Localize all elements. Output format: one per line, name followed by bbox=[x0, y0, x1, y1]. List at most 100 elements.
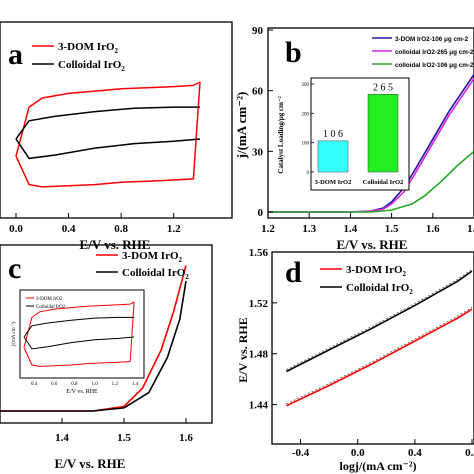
panel-b-inset-bars: 0 100 200 300 1 0 6 3-DOM IrO2 2 6 5 Colloidal … bbox=[302, 82, 404, 186]
panel-b-x-tick-label: 1.4 bbox=[344, 223, 358, 235]
panel-d-frame bbox=[271, 251, 474, 445]
panel-b-x-tick-label: 1.2 bbox=[261, 223, 275, 235]
panel-b-inset-y-tick-label: 0 bbox=[307, 171, 310, 176]
panel-c-inset-x-ticks: 0.4 0.6 0.8 1.0 1.2 1.4 bbox=[31, 382, 139, 387]
panel-b-inset-y-tick-label: 300 bbox=[302, 83, 310, 88]
panel-c: c 1.4 1.5 1.6 E/V vs. RHE 3-DOM IrO2 Collo… bbox=[0, 244, 213, 471]
panel-d-x-tick-label: 0.0 bbox=[351, 447, 365, 459]
panel-c-inset-series-0-upper-line bbox=[23, 301, 135, 348]
panel-c-x-axis-label: E/V vs. RHE bbox=[55, 456, 126, 471]
panel-c-inset-y-label: j/(mA cm⁻²) bbox=[11, 321, 17, 347]
panel-c-inset-legend-item-1: 3-DOM IrO2 bbox=[36, 297, 63, 302]
panel-b-inset-category-label: Colloidal IrO2 bbox=[363, 179, 404, 186]
panel-d-y-axis-label: E/V vs. RHE bbox=[236, 317, 250, 382]
panel-d-x-tick-label: 0.8 bbox=[465, 447, 474, 459]
panel-d-y-tick-label: 1.56 bbox=[249, 247, 269, 259]
panel-c-frame bbox=[0, 244, 213, 424]
panel-b-legend-item-1: 3-DOM IrO2-106 μg cm-2 bbox=[395, 36, 469, 43]
panel-d-y-tick-label: 1.52 bbox=[249, 298, 269, 310]
panel-a-frame bbox=[0, 21, 233, 219]
panel-c-inset-x-tick-label: 1.2 bbox=[112, 382, 119, 387]
panel-d-series-1-line bbox=[285, 270, 473, 373]
panel-b-x-tick-label: 1.6 bbox=[426, 223, 440, 235]
panel-b-ticks: 1.2 1.3 1.4 1.5 1.6 1.7 0 30 60 90 bbox=[252, 25, 474, 235]
panel-b-x-tick-label: 1.7 bbox=[467, 223, 474, 235]
panel-a-series-0-upper-line bbox=[15, 81, 201, 157]
panel-d-x-tick-label: 0.4 bbox=[408, 447, 422, 459]
panel-d-legend-item-3dom: 3-DOM IrO2 bbox=[346, 264, 407, 278]
panel-b-inset-bar-0 bbox=[317, 140, 349, 173]
panel-b-inset-category-label: 3-DOM IrO2 bbox=[315, 179, 352, 186]
panel-d-x-tick-label: -0.4 bbox=[292, 447, 310, 459]
panel-d-ticks: -0.4 0.0 0.4 0.8 1.44 1.48 1.52 1.56 bbox=[249, 247, 474, 459]
panel-b-inset-y-tick-label: 200 bbox=[302, 112, 310, 117]
panel-c-inset-frame bbox=[19, 289, 145, 379]
panel-b-x-axis-label: E/V vs. RHE bbox=[337, 237, 408, 252]
panel-b-y-tick-label: 60 bbox=[252, 86, 264, 98]
panel-b-y-tick-label: 90 bbox=[252, 25, 264, 37]
panel-c-inset-series-1-upper-line bbox=[23, 316, 135, 338]
panel-d-letter: d bbox=[285, 256, 302, 289]
panel-c-inset-x-tick-label: 1.4 bbox=[132, 382, 139, 387]
panel-c-letter: c bbox=[8, 252, 21, 285]
panel-a-legend-item-colloidal: Colloidal IrO2 bbox=[58, 59, 125, 73]
panel-b-x-tick-label: 1.3 bbox=[302, 223, 316, 235]
panel-a: a 0.0 0.4 0.8 1.2 E/V vs. RHE 3-DOM IrO2 Co… bbox=[0, 21, 233, 252]
panel-d-series-0-line bbox=[285, 308, 473, 407]
panel-c-x-tick-label: 1.5 bbox=[117, 432, 131, 444]
panel-b-inset: 0 100 200 300 1 0 6 3-DOM IrO2 2 6 5 Colloidal … bbox=[277, 77, 410, 191]
panel-d-series-1-fit-line bbox=[286, 268, 473, 370]
panel-b-inset-y-tick-label: 100 bbox=[302, 142, 310, 147]
panel-c-x-tick-label: 1.6 bbox=[179, 432, 193, 444]
panel-c-inset-x-tick-label: 0.6 bbox=[51, 382, 58, 387]
panel-c-inset-x-tick-label: 1.0 bbox=[91, 382, 98, 387]
panel-a-x-tick-label: 0.0 bbox=[9, 223, 23, 235]
panel-b-inset-bar-value-label: 1 0 6 bbox=[323, 129, 343, 140]
panel-c-inset: 3-DOM IrO2 Colloidal IrO2 j/(mA cm⁻²) 0.… bbox=[11, 289, 145, 395]
panel-b-series-2-line bbox=[268, 150, 474, 213]
panel-c-inset-x-tick-label: 0.8 bbox=[71, 382, 78, 387]
panel-b-inset-bar-value-label: 2 6 5 bbox=[373, 82, 393, 93]
panel-a-series-0-lower-line bbox=[15, 81, 201, 188]
panel-b-y-axis-label: j/(mA cm⁻²) bbox=[234, 92, 249, 160]
panel-b-legend-item-3: colloidal IrO2-106 μg cm-2 bbox=[395, 62, 474, 69]
panel-c-inset-curves bbox=[23, 301, 135, 367]
panel-a-plot-area bbox=[15, 81, 201, 188]
panel-d: d -0.4 0.0 0.4 0.8 1.44 1.48 1.52 1.56 logj/(mA… bbox=[236, 247, 474, 473]
panel-c-legend: 3-DOM IrO2 Colloidal IrO2 bbox=[96, 250, 189, 281]
panel-c-legend-item-3dom: 3-DOM IrO2 bbox=[122, 250, 183, 264]
panel-a-series-1-lower-line bbox=[15, 138, 201, 160]
panel-d-x-axis-label: logj/(mA cm⁻²) bbox=[340, 459, 417, 473]
panel-d-y-tick-label: 1.48 bbox=[249, 349, 269, 361]
panel-d-y-tick-label: 1.44 bbox=[249, 400, 269, 412]
panel-a-letter: a bbox=[8, 38, 23, 71]
panel-a-x-tick-label: 0.4 bbox=[62, 223, 76, 235]
panel-c-inset-x-tick-label: 0.4 bbox=[31, 382, 38, 387]
panel-a-series-1-upper-line bbox=[15, 106, 200, 140]
panel-b-inset-bar-1 bbox=[367, 94, 399, 173]
panel-d-legend-item-colloidal: Colloidal IrO2 bbox=[346, 282, 413, 296]
panel-c-x-tick-label: 1.4 bbox=[55, 432, 69, 444]
panel-c-series-1-line bbox=[0, 280, 187, 412]
panel-c-legend-item-colloidal: Colloidal IrO2 bbox=[122, 267, 189, 281]
panel-b-legend-item-2: colloidal IrO2-265 μg cm-2 bbox=[395, 49, 474, 56]
panel-a-x-tick-label: 0.8 bbox=[114, 223, 128, 235]
panel-a-x-tick-label: 1.2 bbox=[167, 223, 181, 235]
panel-b-y-tick-label: 0 bbox=[258, 207, 264, 219]
panel-d-series-0-fit-line bbox=[286, 306, 473, 405]
panel-b-x-tick-label: 1.5 bbox=[385, 223, 399, 235]
panel-d-legend: 3-DOM IrO2 Colloidal IrO2 bbox=[320, 264, 413, 296]
panel-c-inset-series-1-lower-line bbox=[23, 336, 135, 350]
panel-d-plot-area bbox=[285, 268, 473, 407]
panel-b: b 1.21.31.41.51.61.70306090 E/V vs. RHE … bbox=[234, 25, 474, 252]
panel-c-inset-legend-item-2: Colloidal IrO2 bbox=[36, 305, 66, 310]
panel-c-inset-x-label: E/V vs. RHE bbox=[66, 389, 98, 395]
panel-b-inset-y-label: Catalyst Loading/μg cm⁻² bbox=[277, 96, 285, 173]
panel-b-legend: 3-DOM IrO2-106 μg cm-2 colloidal IrO2-26… bbox=[372, 36, 474, 69]
panel-c-plot-area bbox=[0, 265, 187, 412]
panel-c-inset-series-0-lower-line bbox=[23, 301, 135, 367]
panel-b-letter: b bbox=[285, 36, 302, 69]
panel-c-x-ticks: 1.4 1.5 1.6 bbox=[55, 418, 193, 444]
panel-b-frame bbox=[267, 27, 474, 219]
